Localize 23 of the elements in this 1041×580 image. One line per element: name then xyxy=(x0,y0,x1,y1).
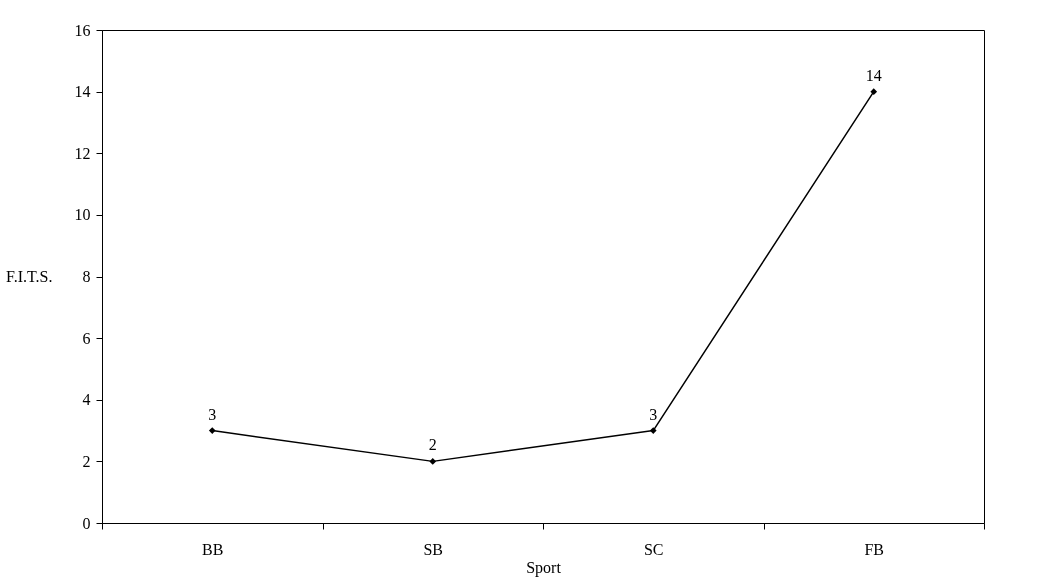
y-tick-label: 10 xyxy=(74,206,91,224)
y-tick-label: 4 xyxy=(82,391,91,409)
data-label: 2 xyxy=(428,436,437,454)
x-tick-label: SB xyxy=(423,540,444,558)
x-axis-title: Sport xyxy=(526,558,562,577)
y-tick-label: 0 xyxy=(82,514,91,532)
point xyxy=(870,88,878,95)
point xyxy=(649,427,657,434)
y-tick-label: 16 xyxy=(74,21,91,39)
y-tick-label: 12 xyxy=(74,144,91,162)
point xyxy=(208,427,216,434)
y-tick-label: 6 xyxy=(82,329,91,347)
point xyxy=(429,458,437,465)
y-tick-label: 2 xyxy=(82,452,91,470)
data-label: 14 xyxy=(865,66,882,84)
x-tick-label: SC xyxy=(643,540,664,558)
x-tick-label: FB xyxy=(864,540,885,558)
data-label: 3 xyxy=(208,405,217,423)
y-axis-title: F.I.T.S. xyxy=(6,268,53,285)
data-label: 3 xyxy=(649,405,658,423)
y-tick-label: 8 xyxy=(82,268,91,285)
x-tick-label: BB xyxy=(202,540,224,558)
y-tick-label: 14 xyxy=(74,83,91,101)
